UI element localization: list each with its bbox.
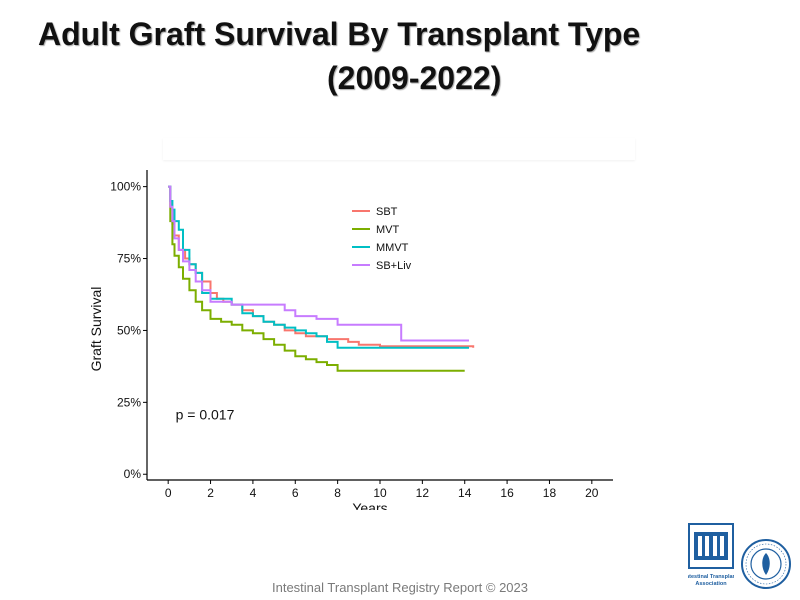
legend-label: MMVT [376, 242, 409, 254]
x-tick-label: 10 [373, 486, 387, 500]
x-tick-label: 8 [334, 486, 341, 500]
x-tick-label: 14 [458, 486, 472, 500]
x-tick-label: 6 [292, 486, 299, 500]
series-line-mmvt [168, 185, 469, 349]
chart-header-bar [163, 138, 635, 160]
slide-title-line-1: Adult Graft Survival By Transplant Type [38, 16, 641, 52]
y-tick-label: 100% [110, 180, 141, 194]
footer-copyright: Intestinal Transplant Registry Report © … [272, 580, 528, 595]
legend-label: SBT [376, 206, 398, 218]
x-tick-label: 20 [585, 486, 599, 500]
series-line-sbt [168, 185, 475, 348]
svg-text:Intestinal Transplant: Intestinal Transplant [688, 574, 734, 580]
x-tick-label: 12 [416, 486, 430, 500]
x-label-crop [300, 510, 440, 540]
p-value-annotation: p = 0.017 [176, 407, 235, 423]
legend-label: MVT [376, 224, 400, 236]
x-tick-label: 18 [543, 486, 557, 500]
x-tick-label: 16 [500, 486, 514, 500]
svg-text:Association: Association [695, 581, 727, 587]
intestinal-transplant-association-logo: Intestinal Transplant Association [688, 523, 734, 587]
series-line-mvt [168, 185, 465, 372]
y-tick-label: 25% [117, 395, 141, 409]
x-tick-label: 0 [165, 486, 172, 500]
y-axis-label: Graft Survival [88, 287, 104, 372]
legend-label: SB+Liv [376, 260, 412, 272]
series-line-sb-liv [168, 185, 469, 342]
transplantation-society-seal [741, 539, 791, 589]
y-tick-label: 75% [117, 252, 141, 266]
slide-title-line-2: (2009-2022) [327, 60, 502, 96]
x-tick-label: 2 [207, 486, 214, 500]
y-tick-label: 0% [124, 467, 142, 481]
x-tick-label: 4 [250, 486, 257, 500]
y-tick-label: 50% [117, 323, 141, 337]
